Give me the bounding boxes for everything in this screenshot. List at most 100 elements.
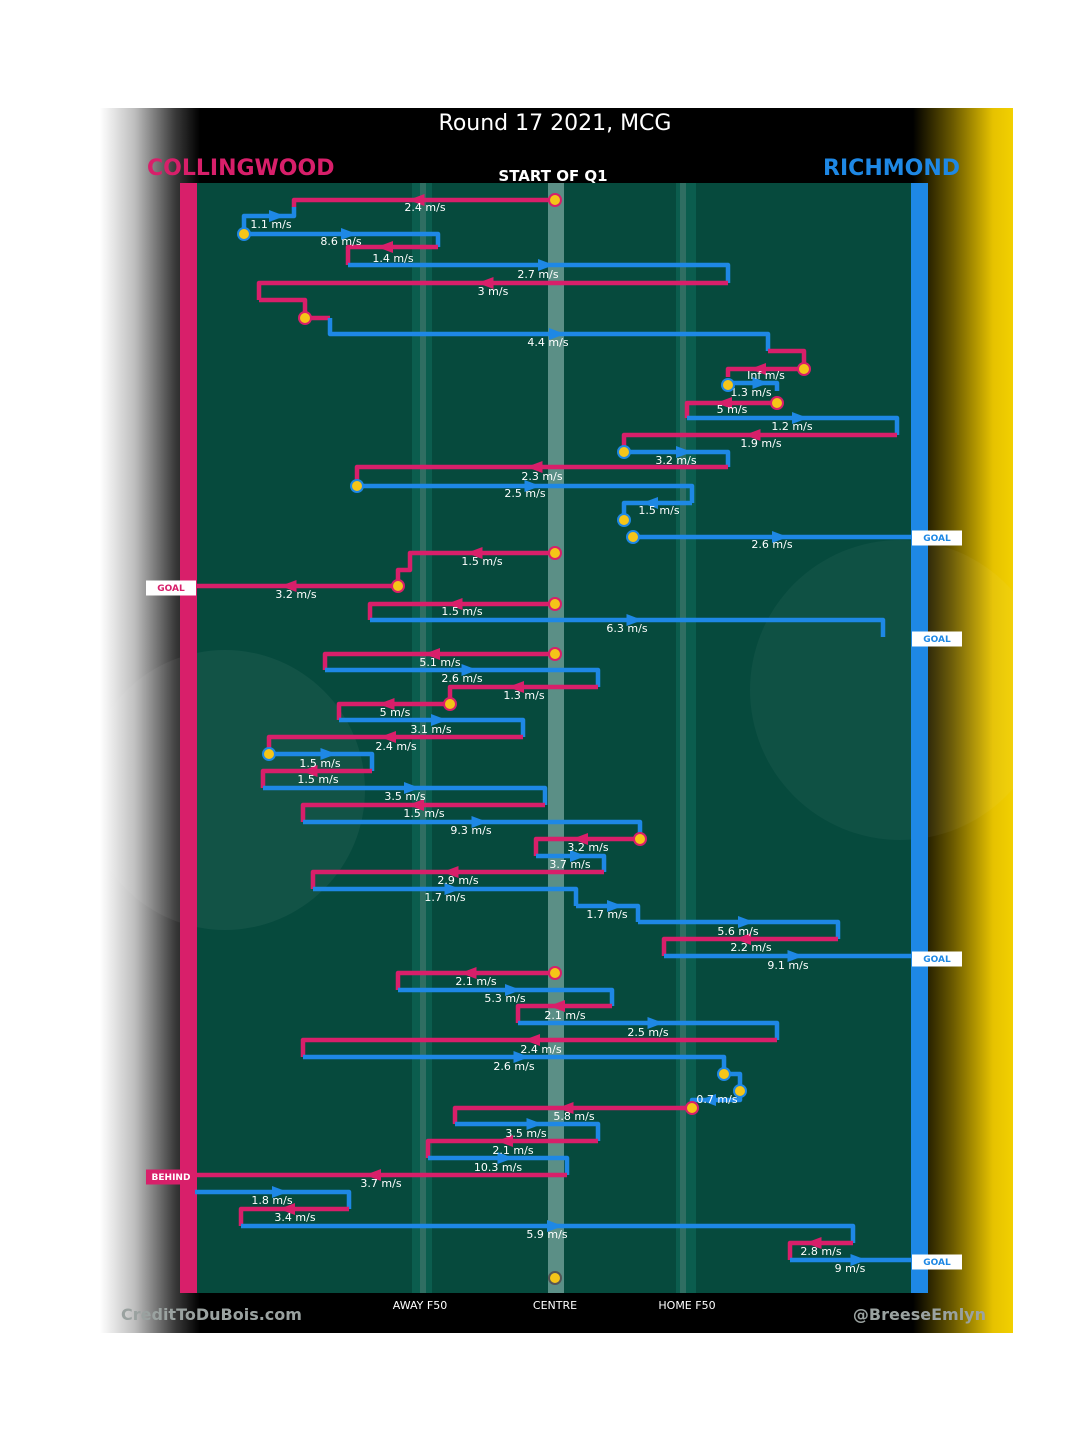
possession-segment-collingwood: [322, 651, 555, 670]
possession-segment-collingwood: [395, 550, 555, 586]
possession-start-node: [548, 966, 562, 980]
direction-arrow-collingwood: [497, 1135, 513, 1147]
direction-arrow-richmond: [792, 412, 808, 424]
direction-arrow-richmond: [626, 614, 643, 626]
direction-arrow-richmond: [787, 950, 804, 962]
richmond-goal-line: [911, 183, 928, 1293]
speed-label: 1.5 m/s: [638, 504, 679, 517]
possession-segment-richmond: [241, 1223, 856, 1243]
direction-arrow-richmond: [272, 1186, 288, 1198]
direction-arrow-collingwood: [460, 967, 477, 979]
possession-segment-richmond: [339, 717, 526, 737]
possession-start-node: [237, 227, 251, 241]
direction-arrow-collingwood: [508, 681, 524, 693]
team-right-label: RICHMOND: [823, 156, 960, 181]
speed-label: 1.7 m/s: [586, 908, 627, 921]
direction-arrow-collingwood: [526, 461, 543, 473]
speed-label: 6.3 m/s: [606, 622, 647, 635]
speed-label: 1.5 m/s: [299, 757, 340, 770]
possession-segment-collingwood: [259, 297, 330, 321]
direction-arrow-collingwood: [301, 765, 318, 777]
speed-label: 9.3 m/s: [450, 824, 491, 837]
speed-label: 2.5 m/s: [627, 1026, 668, 1039]
speed-label: 1.1 m/s: [250, 218, 291, 231]
speed-label: 1.5 m/s: [461, 555, 502, 568]
speed-label: 1.3 m/s: [503, 689, 544, 702]
direction-arrow-collingwood: [280, 580, 297, 592]
speed-label: 5.1 m/s: [419, 656, 460, 669]
direction-arrow-richmond: [850, 1254, 867, 1266]
speed-label: 1.5 m/s: [403, 807, 444, 820]
chart-subtitle: START OF Q1: [498, 167, 607, 185]
speed-label: 2.1 m/s: [544, 1009, 585, 1022]
direction-arrow-collingwood: [557, 1102, 574, 1114]
speed-label: 2.2 m/s: [730, 941, 771, 954]
speed-labels: 2.4 m/s 1.1 m/s 8.6 m/s 1.4 m/s 2.7 m/s 3 m/s…: [250, 201, 865, 1275]
possession-nodes: [237, 193, 811, 1285]
speed-label: 5.9 m/s: [526, 1228, 567, 1241]
axis-label-home-f50: HOME F50: [658, 1299, 715, 1312]
possession-segment-collingwood: [310, 869, 604, 889]
possession-segment-richmond: [576, 903, 641, 922]
direction-arrow-richmond: [549, 328, 565, 340]
score-tag-label: GOAL: [923, 635, 951, 645]
possession-start-node: [548, 597, 562, 611]
speed-label: 5.6 m/s: [717, 925, 758, 938]
score-events: GOAL GOAL GOAL GOAL BEHIND GOAL: [146, 530, 962, 1270]
speed-label: 1.5 m/s: [441, 605, 482, 618]
direction-arrow-richmond: [461, 664, 478, 676]
speed-label: 8.6 m/s: [320, 235, 361, 248]
speed-label: 1.5 m/s: [297, 773, 338, 786]
direction-arrow-richmond: [524, 480, 541, 492]
speed-label: 2.7 m/s: [517, 268, 558, 281]
possession-segment-richmond: [536, 853, 607, 872]
possession-start-node: [626, 530, 640, 544]
direction-arrow-richmond: [538, 259, 554, 271]
centre-line: [548, 183, 564, 1293]
speed-label: 0.7 m/s: [696, 1093, 737, 1106]
direction-arrow-richmond: [607, 900, 623, 912]
speed-label: 3.4 m/s: [274, 1211, 315, 1224]
speed-label: 3.1 m/s: [410, 723, 451, 736]
speed-label: 1.9 m/s: [740, 437, 781, 450]
direction-arrow-richmond: [497, 1152, 514, 1164]
possession-start-node: [685, 1101, 699, 1115]
direction-arrow-collingwood: [446, 598, 463, 610]
direction-arrow-richmond: [269, 210, 285, 222]
possession-segment-richmond: [638, 919, 841, 939]
speed-label: 1.8 m/s: [251, 1194, 292, 1207]
speed-label: 2.6 m/s: [751, 538, 792, 551]
possession-start-node: [350, 479, 364, 493]
direction-arrow-collingwood: [805, 1237, 822, 1249]
possession-start-node: [548, 546, 562, 560]
possession-segment-richmond: [687, 415, 900, 435]
possession-segment-collingwood: [256, 280, 728, 300]
speed-label: 3.5 m/s: [384, 790, 425, 803]
possession-segment-collingwood: [291, 197, 555, 207]
collingwood-logo-watermark: [85, 650, 365, 930]
home-f50-marker: [680, 183, 686, 1293]
direction-arrow-richmond: [642, 497, 658, 509]
possession-start-node: [717, 1067, 731, 1081]
possession-segment-collingwood: [452, 1105, 692, 1124]
direction-arrow-collingwood: [279, 1203, 295, 1215]
score-tag-behind: [146, 1169, 196, 1185]
centre-bounce-node: [548, 1271, 562, 1285]
richmond-logo-watermark: [750, 540, 1050, 840]
direction-arrow-richmond: [320, 748, 337, 760]
possession-segment-collingwood: [684, 400, 777, 418]
possession-segment-richmond: [269, 751, 375, 771]
direction-arrow-collingwood: [524, 1034, 540, 1046]
speed-label: 2.4 m/s: [375, 740, 416, 753]
possession-start-node: [548, 647, 562, 661]
score-tag-goal: [912, 1254, 962, 1270]
speed-label: 2.6 m/s: [441, 672, 482, 685]
score-tag-label: BEHIND: [152, 1173, 191, 1183]
possession-segment-collingwood: [300, 1037, 777, 1057]
credit-right: @BreeseEmlyn: [853, 1305, 986, 1324]
possession-segment-richmond: [518, 1020, 780, 1040]
possession-segment-richmond: [244, 231, 441, 247]
possession-segment-richmond: [357, 483, 695, 503]
speed-label: 5 m/s: [717, 403, 748, 416]
